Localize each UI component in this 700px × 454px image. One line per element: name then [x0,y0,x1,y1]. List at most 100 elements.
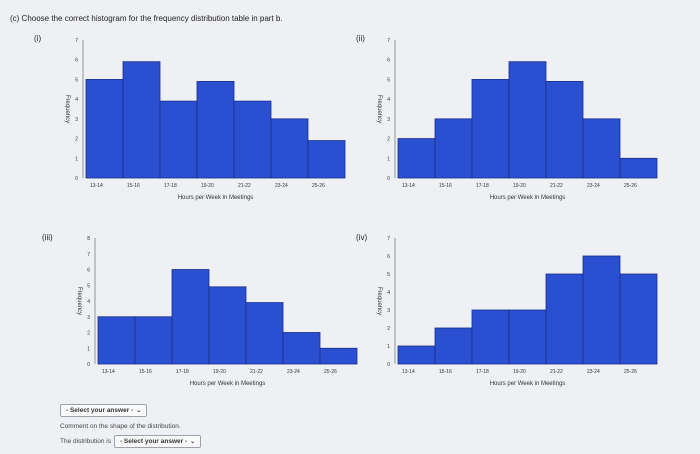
histogram-bar [97,316,136,365]
x-tick-label: 19-20 [201,183,214,189]
distribution-select[interactable]: - Select your answer - ⌄ [113,435,202,448]
x-tick-label: 23-24 [287,369,300,375]
distribution-row: The distribution is - Select your answer… [60,435,202,448]
x-tick-label: 13-14 [402,183,415,189]
x-axis-label: Hours per Week in Meetings [178,195,254,201]
option-label-iv: (iv) [356,233,368,242]
x-tick-label: 19-20 [513,369,526,375]
x-tick-label: 23-24 [587,183,600,189]
histogram-i: Frequency 0 1 2 3 4 5 6 7 13-14 15-16 17-18 19-20 21-… [64,38,346,201]
y-tick-label: 2 [387,326,390,332]
y-tick-label: 1 [387,156,390,162]
x-tick-label: 25-26 [624,369,637,375]
y-axis-label: Frequency [64,95,70,123]
histogram-bar [196,81,235,179]
histogram-bar [582,118,621,179]
x-tick-label: 17-18 [176,369,189,375]
x-tick-label: 25-26 [624,183,637,189]
y-tick-label: 1 [387,344,390,350]
y-tick-label: 1 [75,156,78,162]
x-tick-label: 21-22 [550,369,563,375]
y-tick-label: 5 [75,77,78,83]
y-tick-label: 3 [87,315,90,321]
y-tick-label: 5 [387,77,390,83]
x-tick-label: 17-18 [476,369,489,375]
answer-select[interactable]: - Select your answer - ⌄ [60,404,148,417]
y-tick-label: 4 [387,97,390,103]
x-tick-label: 21-22 [250,369,263,375]
x-tick-label: 21-22 [550,183,563,189]
x-tick-label: 19-20 [213,369,226,375]
histogram-bar [471,79,510,179]
y-tick-label: 3 [387,117,390,123]
histogram-bar [134,316,173,365]
histogram-bar [245,302,284,365]
x-tick-label: 15-16 [127,183,140,189]
question-text: (c) Choose the correct histogram for the… [10,14,283,23]
y-tick-label: 7 [387,38,390,44]
histogram-bar [619,273,658,365]
histogram-bar [208,286,247,365]
histogram-ii: Frequency 0 1 2 3 4 5 6 7 13-14 15-16 17-18 19-20 21-… [376,38,658,201]
x-tick-label: 15-16 [439,183,452,189]
y-tick-label: 0 [387,362,390,368]
y-tick-label: 8 [87,236,90,242]
histogram-bar [397,345,436,365]
x-tick-label: 25-26 [324,369,337,375]
histogram-bar [159,100,198,179]
histogram-iii: Frequency 0 1 2 3 4 5 6 7 8 13-14 15-16 17-18 19-20 21… [76,236,358,387]
y-axis-label: Frequency [376,287,382,315]
x-tick-label: 23-24 [587,369,600,375]
x-axis-label: Hours per Week in Meetings [190,381,266,387]
x-tick-label: 13-14 [90,183,103,189]
x-tick-label: 25-26 [312,183,325,189]
y-tick-label: 6 [75,58,78,64]
option-label-ii: (ii) [356,34,365,43]
x-tick-label: 17-18 [164,183,177,189]
x-tick-label: 19-20 [513,183,526,189]
histogram-bar [307,140,346,179]
option-label-iii: (iii) [42,233,53,242]
x-axis-label: Hours per Week in Meetings [490,381,566,387]
histogram-bar [171,269,210,365]
y-tick-label: 2 [87,331,90,337]
y-tick-label: 5 [387,272,390,278]
y-tick-label: 1 [87,346,90,352]
histogram-bar [545,273,584,365]
y-axis-label: Frequency [376,95,382,123]
x-tick-label: 13-14 [102,369,115,375]
chevron-down-icon: ⌄ [136,408,142,414]
y-tick-label: 0 [387,176,390,182]
y-tick-label: 2 [75,137,78,143]
x-axis-label: Hours per Week in Meetings [490,195,566,201]
histogram-bar [434,327,473,365]
histogram-bar [85,79,124,179]
histogram-bar [282,332,321,365]
y-tick-label: 3 [387,308,390,314]
x-tick-label: 13-14 [402,369,415,375]
histogram-bar [434,118,473,179]
y-tick-label: 4 [387,290,390,296]
x-tick-label: 23-24 [275,183,288,189]
histogram-bar [508,61,547,179]
y-tick-label: 3 [75,117,78,123]
y-tick-label: 7 [87,252,90,258]
histogram-bar [233,100,272,179]
histogram-bar [397,138,436,179]
x-tick-label: 15-16 [439,369,452,375]
histogram-iv: Frequency 0 1 2 3 4 5 6 7 13-14 15-16 17-18 19-20 21-… [376,236,658,387]
y-tick-label: 7 [387,236,390,242]
x-tick-label: 15-16 [139,369,152,375]
histogram-bar [122,61,161,179]
option-label-i: (i) [34,34,42,43]
distribution-select-label: - Select your answer - [119,438,188,445]
histogram-bar [582,255,621,365]
histogram-bar [545,81,584,179]
y-tick-label: 0 [75,176,78,182]
answer-select-label: - Select your answer - [66,407,134,414]
y-tick-label: 6 [387,58,390,64]
x-tick-label: 17-18 [476,183,489,189]
y-tick-label: 6 [87,268,90,274]
y-tick-label: 5 [87,283,90,289]
histogram-bar [270,118,309,179]
